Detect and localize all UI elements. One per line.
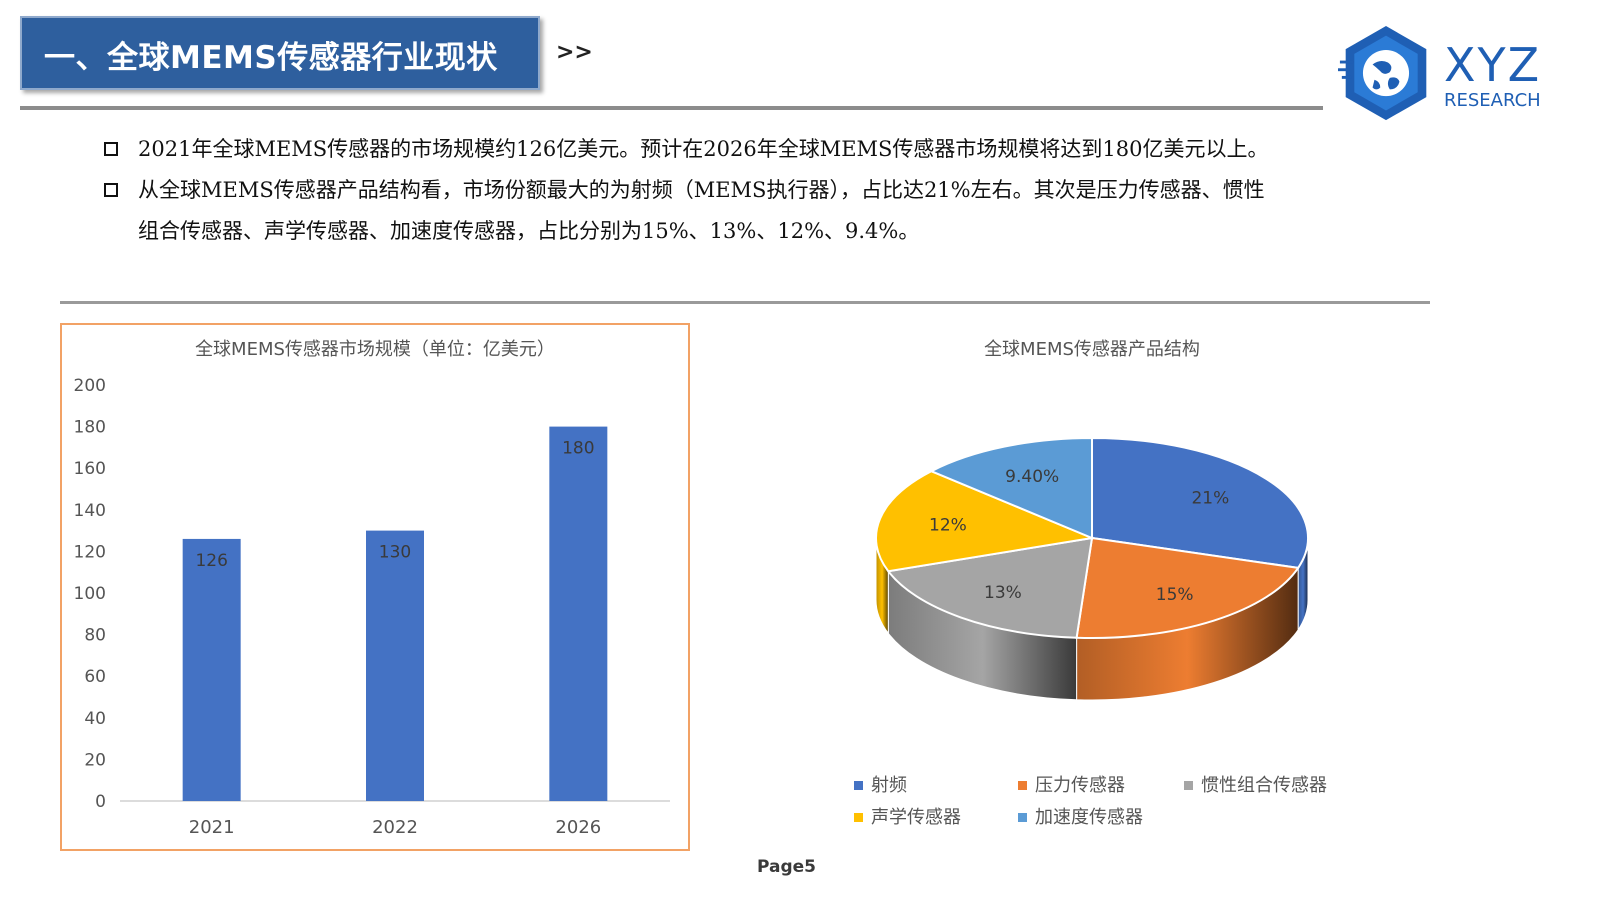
legend-item: 射频 — [854, 775, 907, 796]
legend-swatch — [854, 813, 863, 822]
pie-slice — [1075, 536, 1300, 639]
pie-sides — [875, 537, 1309, 701]
bullet-marker — [104, 142, 118, 156]
legend-swatch — [1018, 781, 1027, 790]
page-title: 一、全球MEMS传感器行业现状 — [44, 40, 498, 76]
pie-data-label: 21% — [1191, 489, 1229, 509]
pie-chart-title: 全球MEMS传感器产品结构 — [984, 339, 1200, 360]
logo-brand-text: XYZ — [1444, 38, 1542, 92]
legend-label: 射频 — [871, 775, 907, 796]
section-title-banner: 一、全球MEMS传感器行业现状 — [20, 16, 540, 90]
pie-data-label: 13% — [984, 583, 1022, 603]
bar-chart: 全球MEMS传感器市场规模（单位：亿美元） 0 20 40 60 80 100 120 140 1… — [74, 339, 670, 838]
pie-slice — [875, 470, 1096, 573]
legend-item: 压力传感器 — [1018, 775, 1125, 796]
title-arrows: >> — [556, 40, 593, 65]
bar-data-label: 180 — [562, 439, 594, 459]
y-tick-label: 100 — [74, 584, 106, 604]
legend-item: 惯性组合传感器 — [1184, 775, 1327, 796]
pie-data-label: 9.40% — [1005, 467, 1059, 487]
legend-swatch — [854, 781, 863, 790]
bar-chart-frame — [60, 323, 690, 851]
y-tick-label: 0 — [95, 792, 106, 812]
pie-slice — [886, 536, 1094, 639]
y-tick-label: 180 — [74, 418, 106, 438]
y-tick-label: 20 — [84, 750, 106, 770]
bar-data-label: 130 — [379, 543, 411, 563]
pie-data-label: 12% — [929, 516, 967, 536]
x-tick-label: 2021 — [189, 817, 235, 838]
x-tick-label: 2022 — [372, 817, 418, 838]
bullet-marker — [104, 183, 118, 197]
globe-hexagon-icon — [1338, 26, 1427, 121]
legend-swatch — [1184, 781, 1193, 790]
legend-swatch — [1018, 813, 1027, 822]
legend-label: 压力传感器 — [1035, 775, 1125, 796]
bar-chart-title: 全球MEMS传感器市场规模（单位：亿美元） — [195, 339, 555, 360]
bar-data-label: 126 — [195, 551, 227, 571]
y-tick-label: 60 — [84, 667, 106, 687]
legend-label: 声学传感器 — [871, 807, 961, 828]
y-tick-label: 40 — [84, 709, 106, 729]
bullet-text-2-cont: 组合传感器、声学传感器、加速度传感器，占比分别为15%、13%、12%、9.4%… — [138, 219, 920, 243]
bar — [182, 538, 241, 801]
y-tick-label: 160 — [74, 459, 106, 479]
pie-slice — [1091, 436, 1309, 569]
y-tick-label: 80 — [84, 626, 106, 646]
pie-data-label: 15% — [1156, 585, 1194, 605]
y-tick-label: 120 — [74, 542, 106, 562]
page-number: Page5 — [757, 857, 817, 877]
x-tick-label: 2026 — [555, 817, 601, 838]
bullet-text-2: 从全球MEMS传感器产品结构看，市场份额最大的为射频（MEMS执行器），占比达2… — [138, 178, 1265, 202]
pie-slice — [928, 436, 1093, 540]
bullet-text-1: 2021年全球MEMS传感器的市场规模约126亿美元。预计在2026年全球MEM… — [138, 137, 1269, 161]
pie-chart: 全球MEMS传感器产品结构 21% 15% 13% 12% 9.40% 射频 压力传感器 惯性组… — [854, 339, 1327, 828]
legend-item: 声学传感器 — [854, 807, 961, 828]
bar — [366, 530, 424, 801]
y-tick-label: 200 — [74, 376, 106, 396]
logo-sub-text: RESEARCH — [1444, 90, 1541, 111]
legend-label: 加速度传感器 — [1035, 807, 1143, 828]
y-tick-label: 140 — [74, 501, 106, 521]
bar — [549, 426, 608, 801]
header-divider — [20, 106, 1323, 110]
legend-label: 惯性组合传感器 — [1201, 775, 1327, 796]
section-divider — [60, 301, 1430, 304]
legend-item: 加速度传感器 — [1018, 807, 1143, 828]
